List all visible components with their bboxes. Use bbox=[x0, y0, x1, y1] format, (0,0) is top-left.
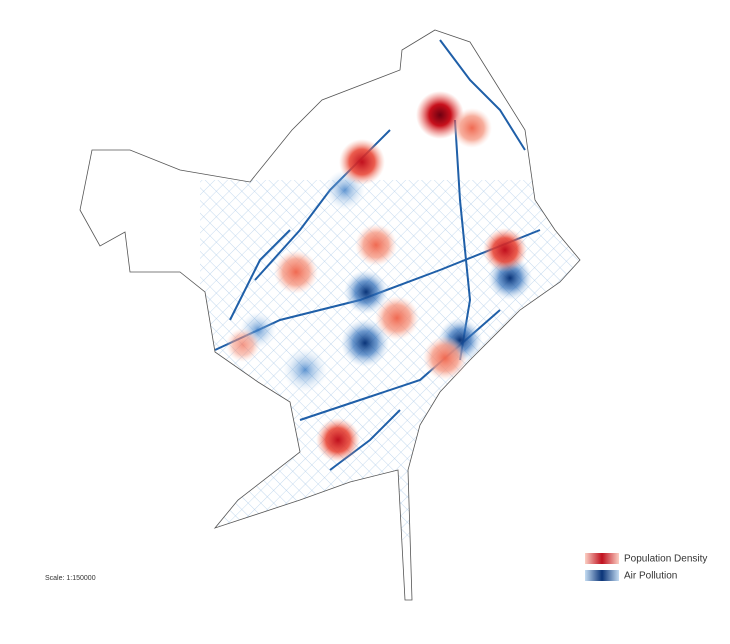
density-hotspot bbox=[423, 336, 467, 380]
density-hotspot bbox=[416, 91, 464, 139]
density-hotspot bbox=[226, 328, 260, 362]
city-outline bbox=[79, 29, 581, 601]
density-hotspot bbox=[274, 250, 318, 294]
legend-label: Population Density bbox=[624, 554, 707, 565]
density-hotspot bbox=[355, 224, 397, 266]
legend: Population Density Air Pollution bbox=[585, 553, 707, 582]
road bbox=[229, 229, 291, 321]
scale-label: Scale: 1:150000 bbox=[45, 575, 96, 582]
density-hotspot bbox=[339, 139, 385, 185]
density-hotspot bbox=[483, 228, 527, 272]
road bbox=[439, 39, 526, 151]
legend-label: Air Pollution bbox=[624, 571, 677, 582]
density-hotspot bbox=[375, 296, 419, 340]
pollution-hotspot bbox=[341, 319, 389, 367]
legend-swatch bbox=[585, 553, 619, 564]
legend-swatch bbox=[585, 570, 619, 581]
density-hotspot bbox=[316, 418, 360, 462]
pollution-hotspot bbox=[283, 348, 327, 392]
pollution-hotspot bbox=[344, 270, 388, 314]
population-density-hotspots bbox=[226, 91, 527, 462]
density-hotspot bbox=[452, 108, 492, 148]
